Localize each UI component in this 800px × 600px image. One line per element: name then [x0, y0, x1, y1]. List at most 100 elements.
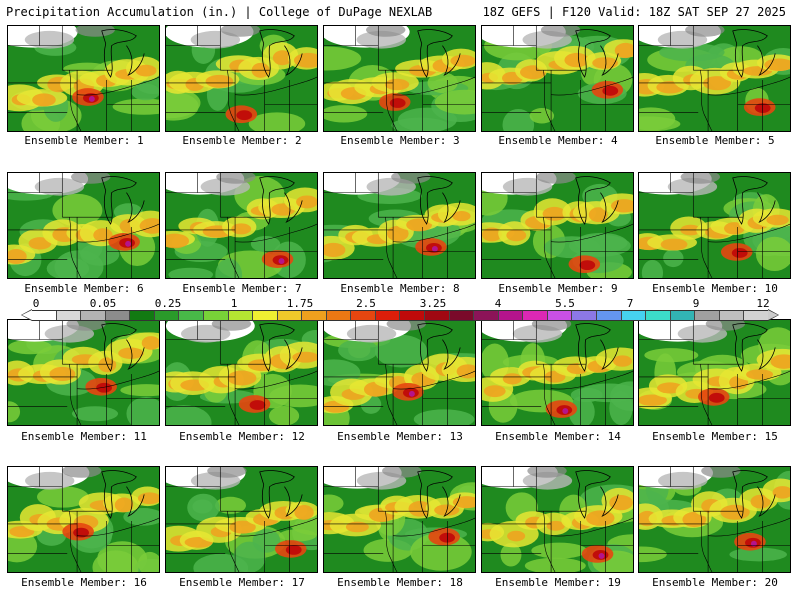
colorbar-tick-label: 0.25 — [154, 297, 182, 310]
state-borders — [324, 26, 475, 131]
ensemble-member-map — [638, 319, 791, 426]
ensemble-member-map — [638, 466, 791, 573]
colorbar-swatch — [252, 311, 277, 320]
ensemble-member-label: Ensemble Member: 4 — [498, 134, 618, 147]
ensemble-member-label: Ensemble Member: 18 — [337, 576, 463, 589]
precip-map — [482, 320, 633, 425]
colorbar-swatch — [55, 311, 81, 320]
ensemble-member-label: Ensemble Member: 13 — [337, 430, 463, 443]
state-borders — [8, 320, 159, 425]
state-borders — [8, 173, 159, 278]
ensemble-member-map — [7, 319, 160, 426]
colorbar-swatch — [104, 311, 130, 320]
ensemble-member-label: Ensemble Member: 20 — [652, 576, 778, 589]
state-borders — [8, 26, 159, 131]
ensemble-member-map — [481, 466, 634, 573]
ensemble-member-label: Ensemble Member: 3 — [340, 134, 460, 147]
state-borders — [324, 320, 475, 425]
model-valid-time: 18Z GEFS | F120 Valid: 18Z SAT SEP 27 20… — [482, 5, 786, 19]
colorbar-swatch — [399, 311, 424, 320]
ensemble-member-map — [7, 25, 160, 132]
colorbar-swatch — [645, 311, 670, 320]
state-borders — [482, 467, 633, 572]
state-borders — [8, 467, 159, 572]
colorbar-tick-label: 5.5 — [555, 297, 575, 310]
colorbar-tick-label: 12 — [756, 297, 770, 310]
ensemble-member-map — [165, 172, 318, 279]
state-borders — [639, 467, 790, 572]
ensemble-member-label: Ensemble Member: 15 — [652, 430, 778, 443]
ensemble-member-map — [481, 25, 634, 132]
ensemble-member-label: Ensemble Member: 19 — [495, 576, 621, 589]
ensemble-member-map — [165, 466, 318, 573]
ensemble-member-label: Ensemble Member: 12 — [179, 430, 305, 443]
colorbar-tick-label: 4 — [494, 297, 502, 310]
colorbar-right-arrow — [768, 310, 778, 320]
precip-map — [166, 467, 317, 572]
state-borders — [482, 26, 633, 131]
precip-map — [324, 320, 475, 425]
state-borders — [324, 173, 475, 278]
ensemble-member-map — [7, 466, 160, 573]
colorbar-swatch — [473, 311, 498, 320]
precip-map — [166, 26, 317, 131]
ensemble-member-label: Ensemble Member: 10 — [652, 282, 778, 295]
precip-map — [482, 467, 633, 572]
colorbar-swatch — [202, 311, 228, 320]
ensemble-member-map — [165, 25, 318, 132]
colorbar-swatch — [522, 311, 547, 320]
colorbar-tick-label: 1 — [230, 297, 238, 310]
state-borders — [639, 320, 790, 425]
precip-colorbar — [32, 310, 768, 321]
colorbar-swatch — [497, 311, 523, 320]
colorbar-swatch — [743, 311, 768, 320]
precip-map — [324, 467, 475, 572]
state-borders — [324, 467, 475, 572]
colorbar-swatch — [669, 311, 695, 320]
ensemble-member-label: Ensemble Member: 7 — [182, 282, 302, 295]
colorbar-swatch — [178, 311, 203, 320]
colorbar-swatch — [694, 311, 719, 320]
ensemble-member-map — [638, 25, 791, 132]
ensemble-member-label: Ensemble Member: 9 — [498, 282, 618, 295]
colorbar-swatch — [546, 311, 572, 320]
colorbar-tick-label: 0.05 — [89, 297, 117, 310]
colorbar-swatch — [227, 311, 253, 320]
ensemble-member-map — [7, 172, 160, 279]
ensemble-member-label: Ensemble Member: 1 — [24, 134, 144, 147]
colorbar-left-arrow — [22, 310, 32, 320]
colorbar-swatch — [80, 311, 105, 320]
ensemble-member-map — [323, 172, 476, 279]
colorbar-swatch — [301, 311, 326, 320]
ensemble-member-label: Ensemble Member: 14 — [495, 430, 621, 443]
precip-map — [8, 320, 159, 425]
precip-map — [482, 26, 633, 131]
ensemble-member-map — [481, 172, 634, 279]
state-borders — [166, 26, 317, 131]
state-borders — [639, 26, 790, 131]
precip-map — [8, 467, 159, 572]
colorbar-swatch — [374, 311, 400, 320]
precip-map — [8, 173, 159, 278]
colorbar-swatch — [32, 311, 56, 320]
ensemble-member-label: Ensemble Member: 5 — [655, 134, 775, 147]
colorbar-swatch — [276, 311, 302, 320]
precip-map — [324, 26, 475, 131]
state-borders — [166, 467, 317, 572]
colorbar-tick-label: 9 — [692, 297, 700, 310]
colorbar-swatch — [620, 311, 646, 320]
state-borders — [166, 320, 317, 425]
ensemble-member-map — [165, 319, 318, 426]
state-borders — [482, 173, 633, 278]
colorbar-tick-label: 0 — [32, 297, 40, 310]
precip-map — [166, 320, 317, 425]
ensemble-member-label: Ensemble Member: 16 — [21, 576, 147, 589]
state-borders — [166, 173, 317, 278]
precip-map — [639, 173, 790, 278]
colorbar-tick-label: 7 — [626, 297, 634, 310]
ensemble-member-map — [323, 466, 476, 573]
ensemble-member-map — [323, 25, 476, 132]
ensemble-member-map — [638, 172, 791, 279]
colorbar-swatch — [350, 311, 375, 320]
ensemble-member-map — [481, 319, 634, 426]
